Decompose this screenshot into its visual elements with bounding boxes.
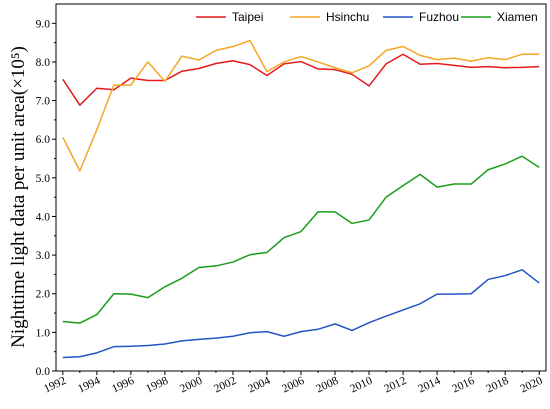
series-lines [62, 39, 540, 359]
y-tick-label: 8.0 [36, 57, 51, 69]
y-tick-label: 4.0 [36, 211, 51, 223]
series-line-xiamen [62, 155, 540, 324]
x-tick-label: 1998 [144, 375, 170, 396]
y-tick-label: 6.0 [36, 134, 51, 146]
x-tick-label: 2016 [450, 375, 476, 396]
legend-label-taipei: Taipei [232, 10, 263, 24]
y-tick-label: 1.0 [36, 327, 51, 339]
x-tick-label: 1996 [110, 375, 136, 396]
plot-frame [55, 3, 547, 372]
y-tick-label: 2.0 [36, 289, 51, 301]
series-line-hsinchu [62, 39, 540, 172]
series-line-fuzhou [62, 269, 540, 359]
legend-label-fuzhou: Fuzhou [419, 10, 459, 24]
legend-label-hsinchu: Hsinchu [326, 10, 369, 24]
x-tick-label: 2006 [280, 375, 306, 396]
y-tick-label: 5.0 [36, 173, 51, 185]
legend: Taipei Hsinchu Fuzhou Xiamen [196, 10, 538, 24]
x-tick-label: 1994 [76, 375, 102, 396]
legend-label-xiamen: Xiamen [497, 10, 538, 24]
x-tick-label: 2018 [485, 375, 511, 396]
x-tick-label: 2004 [246, 375, 272, 396]
y-tick-label: 3.0 [36, 250, 51, 262]
x-tick-label: 2000 [178, 375, 204, 396]
x-tick-label: 2020 [519, 375, 545, 396]
x-tick-label: 2002 [212, 375, 238, 396]
y-tick-label: 7.0 [36, 96, 51, 108]
y-tick-label: 0.0 [36, 366, 51, 378]
x-tick-label: 2014 [416, 375, 442, 396]
y-tick-label: 9.0 [36, 18, 51, 30]
x-tick-label: 2008 [314, 375, 340, 396]
y-axis-title: Nighttime light data per unit area(×10⁵) [8, 46, 29, 348]
x-tick-label: 2012 [382, 375, 408, 396]
series-line-taipei [62, 53, 540, 106]
x-tick-label: 2010 [348, 375, 374, 396]
